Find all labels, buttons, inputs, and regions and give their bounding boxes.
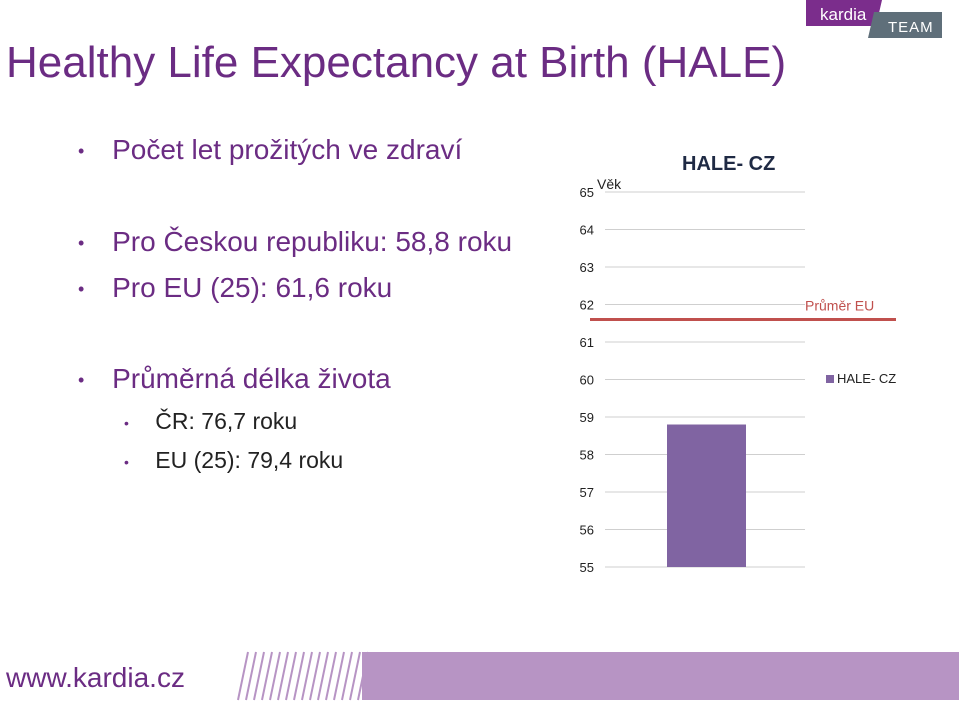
eu-average-label: Průměr EU bbox=[805, 298, 874, 314]
footer-stripe bbox=[301, 651, 313, 701]
bullet-dot-icon: • bbox=[78, 370, 85, 391]
footer-color-band bbox=[362, 652, 959, 700]
sub-bullet-item: • ČR: 76,7 roku bbox=[124, 408, 298, 434]
chart-bars bbox=[667, 424, 746, 567]
y-tick-label: 56 bbox=[580, 523, 594, 538]
y-tick-label: 60 bbox=[580, 373, 594, 388]
bar-hale-cz bbox=[667, 424, 746, 567]
y-tick-label: 59 bbox=[580, 410, 594, 425]
y-tick-label: 55 bbox=[580, 560, 594, 575]
y-tick-label: 63 bbox=[580, 260, 594, 275]
footer-stripe bbox=[237, 651, 249, 701]
footer-stripe bbox=[277, 651, 289, 701]
hale-bar-chart: 55 56 57 58 59 60 61 62 63 64 65 Věk HALE- CZ Prům… bbox=[580, 153, 897, 575]
footer-stripe bbox=[245, 651, 257, 701]
footer-stripes bbox=[237, 651, 369, 701]
footer-stripe bbox=[261, 651, 273, 701]
bullet-dot-icon: • bbox=[78, 233, 85, 254]
chart-title: HALE- CZ bbox=[682, 153, 775, 175]
y-tick-label: 58 bbox=[580, 448, 594, 463]
footer-band bbox=[237, 651, 959, 701]
logo-team-text: TEAM bbox=[888, 19, 934, 36]
y-tick-label: 65 bbox=[580, 185, 594, 200]
bullet-item: • Počet let prožitých ve zdraví bbox=[78, 134, 463, 165]
footer-url: www.kardia.cz bbox=[6, 662, 185, 693]
sub-bullet-item: • EU (25): 79,4 roku bbox=[124, 447, 344, 473]
y-tick-label: 64 bbox=[580, 223, 594, 238]
footer-stripe bbox=[309, 651, 321, 701]
bullet-item: • Průměrná délka života bbox=[78, 363, 391, 394]
footer-stripe bbox=[285, 651, 297, 701]
y-tick-label: 62 bbox=[580, 298, 594, 313]
bullet-dot-icon: • bbox=[78, 141, 85, 162]
y-tick-label: 61 bbox=[580, 335, 594, 350]
slide-title: Healthy Life Expectancy at Birth (HALE) bbox=[6, 38, 787, 87]
bullet-item: • Pro Českou republiku: 58,8 roku bbox=[78, 226, 513, 257]
logo-brand-text: kardia bbox=[820, 5, 867, 24]
footer-stripe bbox=[269, 651, 281, 701]
kardia-team-logo: kardia TEAM bbox=[806, 0, 942, 38]
bullet-item: • Pro EU (25): 61,6 roku bbox=[78, 272, 393, 303]
bullet-dot-icon: • bbox=[124, 414, 129, 431]
legend-entry: HALE- CZ bbox=[837, 371, 896, 386]
footer-stripe bbox=[341, 651, 353, 701]
bullet-dot-icon: • bbox=[124, 453, 129, 470]
chart-y-ticks: 55 56 57 58 59 60 61 62 63 64 65 bbox=[580, 185, 594, 575]
footer-stripe bbox=[253, 651, 265, 701]
bullet-dot-icon: • bbox=[78, 279, 85, 300]
bullet-list: • Počet let prožitých ve zdraví • Pro Če… bbox=[0, 0, 575, 500]
footer-stripe bbox=[349, 651, 361, 701]
footer-stripe bbox=[333, 651, 345, 701]
footer-stripe bbox=[325, 651, 337, 701]
footer-stripe bbox=[293, 651, 305, 701]
chart-y-axis-label: Věk bbox=[597, 176, 622, 192]
legend-swatch bbox=[826, 375, 834, 383]
footer-stripe bbox=[317, 651, 329, 701]
y-tick-label: 57 bbox=[580, 485, 594, 500]
